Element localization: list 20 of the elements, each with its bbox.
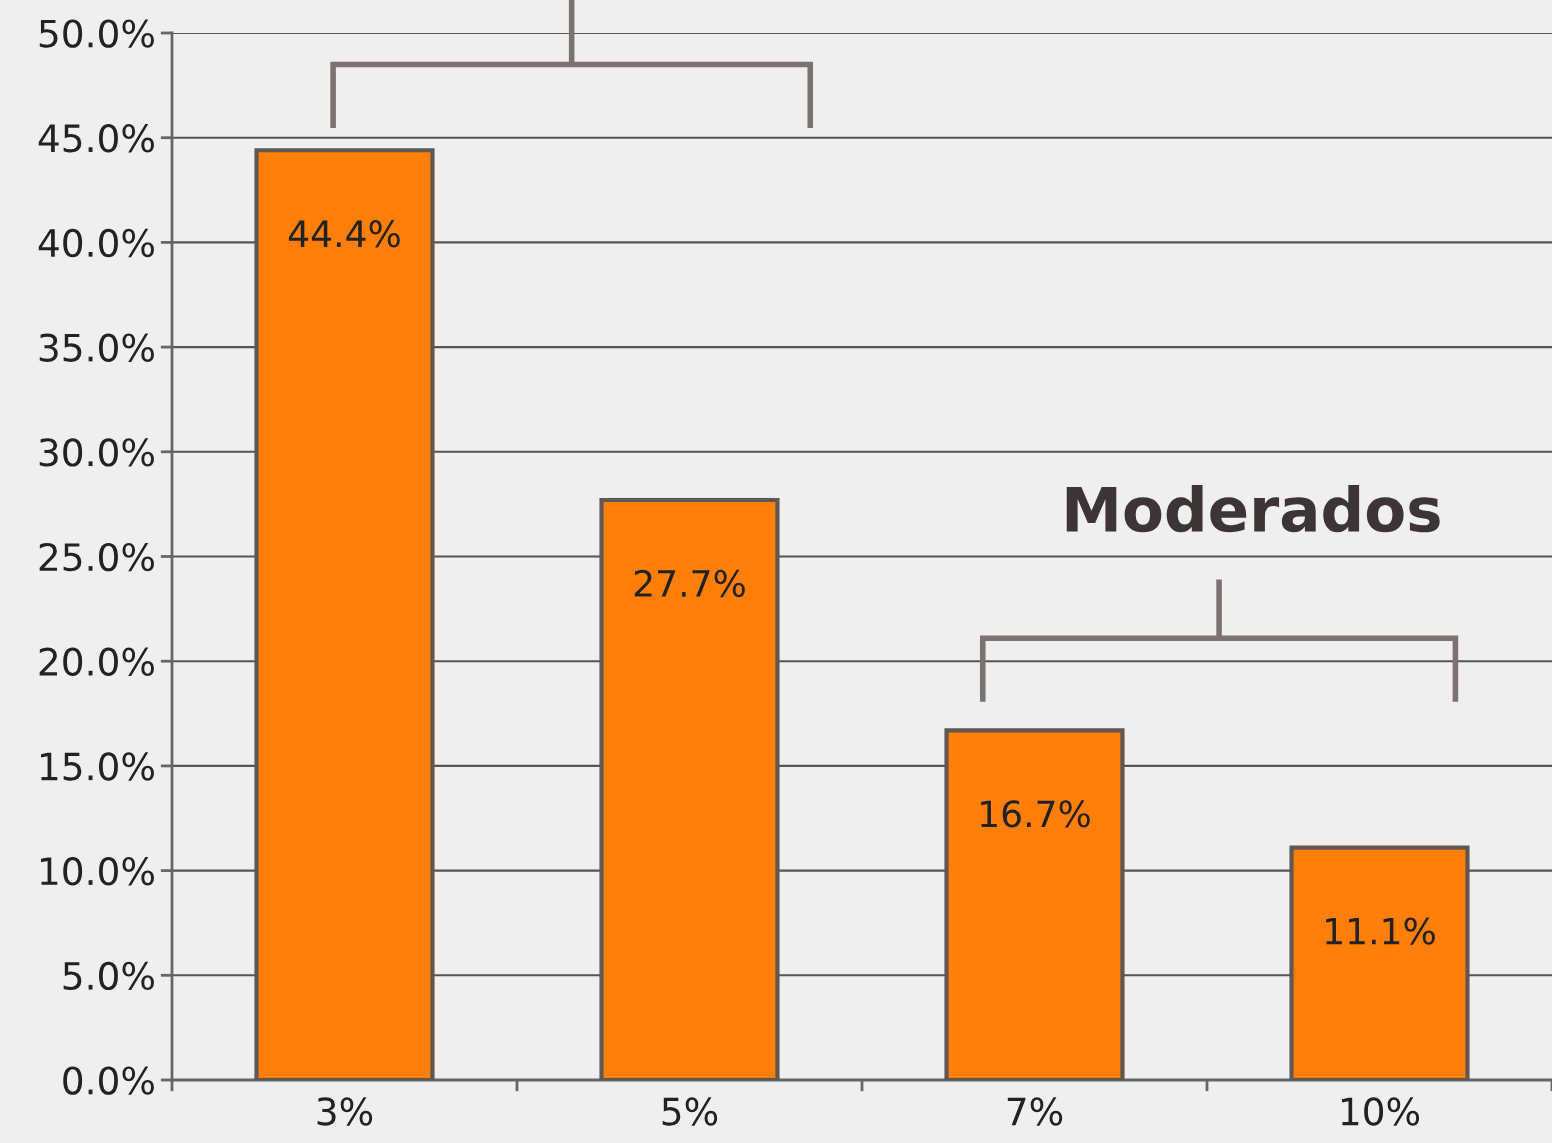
y-tick-label: 40.0% [38, 228, 154, 258]
y-tick-label: 25.0% [39, 542, 154, 572]
y-tick-label: 15.0% [41, 752, 154, 781]
data-label: 16.7% [981, 800, 1090, 828]
y-tick-label: 20.0% [39, 647, 154, 676]
y-tick-label: 10.0% [41, 857, 154, 886]
y-tick-label: 50.0% [39, 19, 154, 48]
x-tick-label: 3% [317, 1097, 373, 1126]
x-tick-label: 5% [662, 1097, 718, 1126]
x-tick-label: 7% [1007, 1097, 1063, 1126]
y-tick-label: 35.0% [39, 333, 154, 362]
data-label: 11.1% [1326, 917, 1435, 945]
data-label: 44.4% [288, 220, 400, 248]
y-tick-label: 5.0% [63, 961, 154, 991]
y-tick-label: 45.0% [38, 124, 154, 153]
annotation: Moderados [1066, 485, 1440, 533]
x-tick-label: 10% [1341, 1097, 1420, 1126]
y-tick-label: 30.0% [39, 438, 154, 467]
y-tick-label: 0.0% [63, 1066, 154, 1095]
data-label: 27.7% [634, 569, 745, 598]
